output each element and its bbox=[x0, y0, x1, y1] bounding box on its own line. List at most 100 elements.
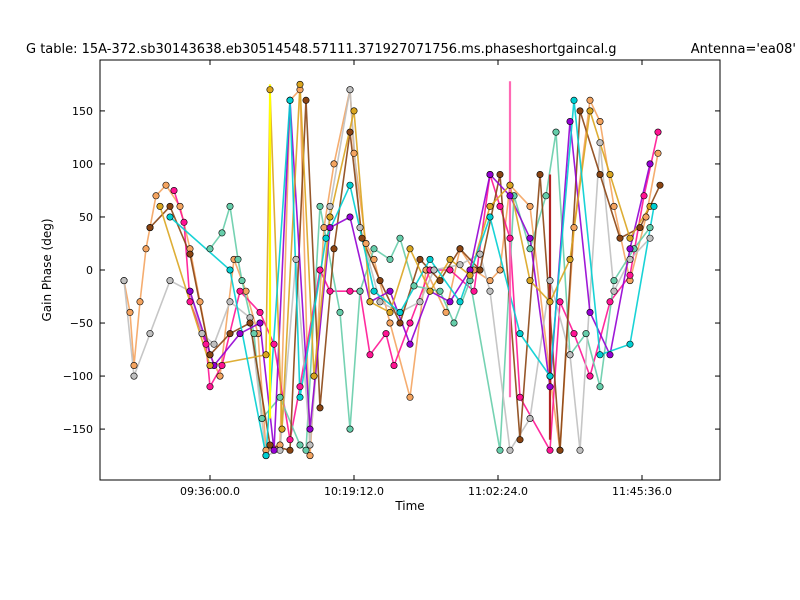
data-point bbox=[616, 234, 624, 242]
data-point bbox=[180, 218, 188, 226]
data-point bbox=[206, 383, 214, 391]
data-point bbox=[626, 234, 634, 242]
y-tick-label: 100 bbox=[72, 158, 93, 171]
data-point bbox=[416, 255, 424, 263]
data-point bbox=[322, 234, 330, 242]
data-point bbox=[656, 181, 664, 189]
series-line-0 bbox=[123, 87, 659, 456]
data-point bbox=[496, 446, 504, 454]
data-point bbox=[266, 86, 274, 94]
data-point bbox=[586, 96, 594, 104]
data-point bbox=[646, 160, 654, 168]
data-point bbox=[426, 287, 434, 295]
data-point bbox=[516, 330, 524, 338]
data-point bbox=[654, 128, 662, 136]
data-point bbox=[606, 171, 614, 179]
data-point bbox=[390, 361, 398, 369]
data-point bbox=[446, 255, 454, 263]
data-point bbox=[358, 234, 366, 242]
data-point bbox=[370, 255, 378, 263]
data-point bbox=[326, 202, 334, 210]
data-point bbox=[442, 308, 450, 316]
data-point bbox=[202, 340, 210, 348]
data-point bbox=[370, 287, 378, 295]
data-point bbox=[256, 308, 264, 316]
data-point bbox=[506, 181, 514, 189]
data-point bbox=[596, 139, 604, 147]
data-point bbox=[386, 255, 394, 263]
data-point bbox=[166, 213, 174, 221]
data-point bbox=[410, 282, 418, 290]
data-point bbox=[276, 393, 284, 401]
data-point bbox=[356, 224, 364, 232]
data-point bbox=[570, 224, 578, 232]
data-point bbox=[610, 277, 618, 285]
data-point bbox=[386, 287, 394, 295]
data-point bbox=[326, 224, 334, 232]
data-point bbox=[486, 277, 494, 285]
data-point bbox=[350, 107, 358, 115]
data-point bbox=[326, 213, 334, 221]
data-point bbox=[234, 255, 242, 263]
data-point bbox=[256, 319, 264, 327]
data-point bbox=[610, 287, 618, 295]
data-point bbox=[226, 330, 234, 338]
data-point bbox=[626, 271, 634, 279]
data-point bbox=[526, 234, 534, 242]
data-point bbox=[486, 287, 494, 295]
data-point bbox=[596, 351, 604, 359]
data-point bbox=[370, 245, 378, 253]
data-point bbox=[226, 266, 234, 274]
data-point bbox=[330, 245, 338, 253]
data-point bbox=[596, 171, 604, 179]
data-point bbox=[170, 187, 178, 195]
data-point bbox=[486, 171, 494, 179]
data-point bbox=[446, 298, 454, 306]
data-point bbox=[198, 330, 206, 338]
plot-frame bbox=[99, 59, 721, 481]
data-point bbox=[396, 234, 404, 242]
data-point bbox=[606, 298, 614, 306]
data-point bbox=[506, 234, 514, 242]
data-point bbox=[270, 446, 278, 454]
data-point bbox=[196, 298, 204, 306]
data-point bbox=[516, 436, 524, 444]
data-point bbox=[526, 277, 534, 285]
data-point bbox=[210, 340, 218, 348]
data-point bbox=[526, 202, 534, 210]
data-point bbox=[246, 319, 254, 327]
data-point bbox=[626, 245, 634, 253]
data-point bbox=[142, 245, 150, 253]
data-point bbox=[320, 224, 328, 232]
data-point bbox=[130, 361, 138, 369]
data-point bbox=[302, 446, 310, 454]
data-point bbox=[470, 287, 478, 295]
data-point bbox=[506, 192, 514, 200]
data-point bbox=[218, 229, 226, 237]
data-point bbox=[266, 441, 274, 449]
data-point bbox=[330, 160, 338, 168]
data-point bbox=[152, 192, 160, 200]
data-point bbox=[186, 298, 194, 306]
data-point bbox=[346, 181, 354, 189]
data-point bbox=[536, 171, 544, 179]
data-point bbox=[556, 446, 564, 454]
data-point bbox=[296, 393, 304, 401]
data-point bbox=[350, 149, 358, 157]
data-point bbox=[456, 245, 464, 253]
data-point bbox=[642, 213, 650, 221]
data-point bbox=[270, 340, 278, 348]
data-point bbox=[176, 202, 184, 210]
data-point bbox=[186, 287, 194, 295]
tick-group: 09:36:00.0 10:19:12.0 11:02:24.0 11:45:36.0… bbox=[63, 60, 720, 498]
data-point bbox=[566, 255, 574, 263]
data-point bbox=[650, 202, 658, 210]
data-point bbox=[542, 192, 550, 200]
data-point bbox=[506, 446, 514, 454]
data-point bbox=[302, 96, 310, 104]
y-tick-label: 50 bbox=[79, 211, 93, 224]
data-point bbox=[336, 308, 344, 316]
data-point bbox=[326, 287, 334, 295]
data-point bbox=[586, 372, 594, 380]
